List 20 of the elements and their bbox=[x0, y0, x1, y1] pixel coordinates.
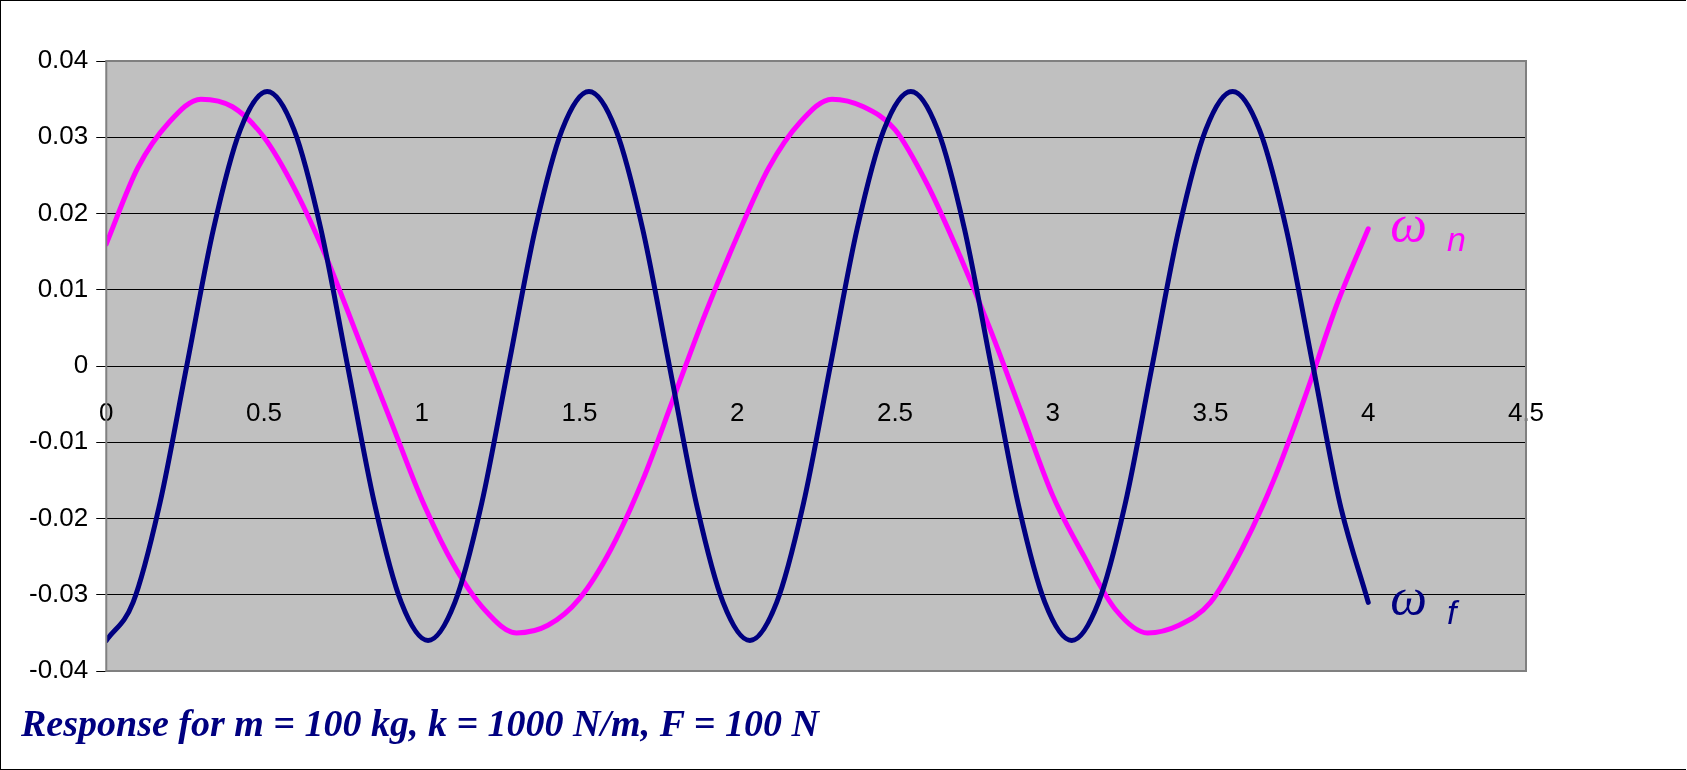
x-tick-label: 2.5 bbox=[876, 396, 914, 427]
y-tick-label: -0.01 bbox=[29, 425, 89, 456]
x-tick-label: 4 bbox=[1361, 396, 1376, 427]
x-tick-label: 1 bbox=[414, 396, 429, 427]
y-tick-label: -0.03 bbox=[29, 577, 89, 608]
x-tick-label: 3.5 bbox=[1192, 396, 1229, 427]
y-tick-label: 0.04 bbox=[37, 44, 89, 75]
y-tick-label: -0.04 bbox=[29, 654, 89, 685]
x-tick-label: 0 bbox=[99, 396, 114, 427]
text: Response for m = 100 kg, k = 1000 N/m, F = 100 N bbox=[21, 701, 819, 745]
x-tick-label: 4.5 bbox=[1507, 396, 1545, 427]
x-tick-label: 3 bbox=[1045, 396, 1060, 427]
x-tick-label: 0.5 bbox=[245, 396, 283, 427]
x-tick-label: 2 bbox=[730, 396, 745, 427]
y-tick-label: 0.01 bbox=[37, 272, 89, 303]
x-tick-label: 1.5 bbox=[561, 396, 598, 427]
y-tick-label: 0.02 bbox=[37, 196, 89, 227]
y-tick-label: -0.02 bbox=[29, 501, 89, 532]
y-tick-label: 0.03 bbox=[37, 120, 89, 151]
y-tick-label: 0 bbox=[73, 349, 89, 380]
